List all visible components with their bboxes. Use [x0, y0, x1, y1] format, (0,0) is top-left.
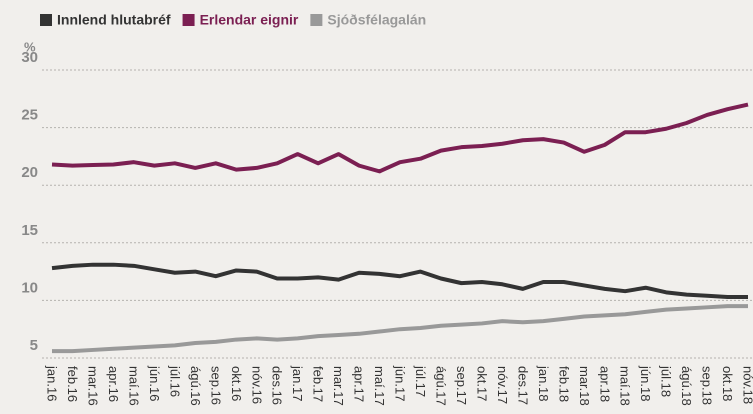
y-tick-label: 15	[21, 222, 38, 239]
x-tick-label: mar.18	[577, 366, 592, 406]
legend-label: Sjóðsfélagalán	[327, 12, 426, 28]
x-tick-label: júl.17	[413, 365, 428, 397]
y-tick-label: 20	[21, 164, 38, 181]
series-line	[51, 262, 748, 299]
x-tick-label: maí.18	[618, 366, 633, 406]
x-tick-label: sep.17	[454, 366, 469, 405]
x-tick-label: feb.18	[556, 366, 571, 402]
y-tick-label: 10	[21, 279, 38, 296]
x-tick-label: nóv.18	[741, 366, 753, 404]
legend-swatch	[40, 14, 52, 26]
x-tick-label: apr.16	[106, 366, 121, 402]
x-tick-label: júl.16	[167, 365, 182, 397]
x-tick-label: mar.17	[331, 366, 346, 406]
x-tick-label: apr.18	[597, 366, 612, 402]
x-tick-label: okt.18	[720, 366, 735, 401]
series-line	[51, 102, 749, 174]
y-tick-label: 30	[21, 49, 38, 66]
legend-swatch	[182, 14, 195, 26]
y-tick-label: 5	[30, 337, 38, 354]
x-tick-label: jún.17	[393, 365, 408, 401]
y-axis-label: %	[24, 39, 36, 54]
x-tick-label: okt.16	[229, 366, 244, 401]
x-tick-label: apr.17	[352, 366, 367, 402]
x-tick-label: feb.17	[311, 366, 326, 402]
x-tick-label: ágú.18	[679, 366, 694, 406]
x-tick-label: maí.17	[372, 366, 387, 406]
x-tick-label: sep.16	[208, 366, 223, 405]
x-tick-label: des.17	[515, 366, 530, 405]
series-line	[52, 304, 748, 354]
x-tick-label: ágú.16	[188, 366, 203, 406]
x-tick-label: okt.17	[474, 366, 489, 401]
y-tick-label: 25	[21, 107, 38, 124]
x-tick-label: des.16	[270, 366, 285, 405]
x-tick-label: ágú.17	[434, 366, 449, 406]
x-tick-label: feb.16	[65, 366, 80, 402]
x-tick-label: jan.16	[45, 365, 60, 401]
x-tick-label: jan.18	[536, 365, 551, 401]
x-tick-label: júl.18	[659, 365, 674, 397]
legend-label: Innlend hlutabréf	[57, 12, 171, 28]
x-tick-label: mar.16	[86, 366, 101, 406]
x-tick-label: sep.18	[700, 366, 715, 405]
x-tick-label: maí.16	[126, 366, 141, 406]
x-tick-label: nóv.16	[249, 366, 264, 404]
x-tick-label: nóv.17	[495, 366, 510, 404]
legend-swatch	[310, 14, 323, 26]
legend-label: Erlendar eignir	[200, 12, 299, 28]
x-tick-label: jan.17	[290, 365, 305, 401]
x-tick-label: jún.16	[147, 365, 162, 401]
x-tick-label: jún.18	[638, 365, 653, 401]
